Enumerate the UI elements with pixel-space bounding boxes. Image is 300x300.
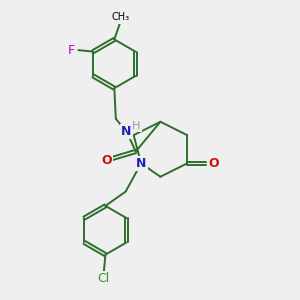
Text: O: O [208, 157, 219, 170]
Text: Cl: Cl [97, 272, 109, 286]
Text: N: N [136, 157, 146, 170]
Text: N: N [121, 125, 131, 138]
Text: H: H [132, 121, 140, 130]
Text: CH₃: CH₃ [112, 12, 130, 22]
Text: O: O [101, 154, 112, 166]
Text: F: F [68, 44, 74, 57]
